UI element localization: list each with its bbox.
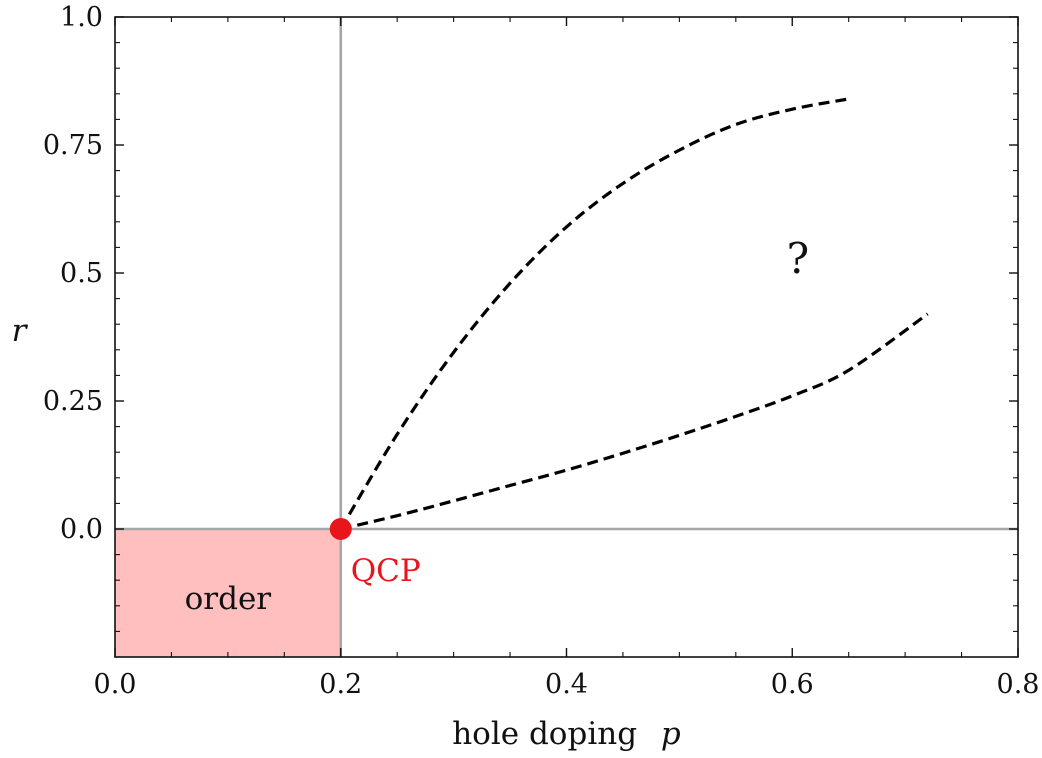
axis-ticks: [114, 16, 1019, 658]
axis-tick-labels: 0.0 0.2 0.4 0.6 0.8 0.0 0.25 0.5 0.75 1.0: [43, 2, 1040, 700]
order-region: [115, 529, 341, 657]
dashed-curve-1: [339, 97, 849, 530]
qcp-point: [329, 518, 352, 540]
y-tick-label: 0.5: [60, 258, 103, 289]
y-tick-label: 0.25: [43, 386, 103, 417]
y-tick-label: 0.75: [43, 130, 103, 161]
order-label: order: [185, 581, 272, 617]
x-axis-label-text: hole doping: [452, 716, 637, 752]
plot-content: QCP order?: [115, 17, 1018, 657]
y-tick-label: 0.0: [60, 514, 103, 545]
question-mark-annotation: ?: [787, 234, 810, 283]
x-tick-label: 0.2: [319, 669, 362, 700]
x-tick-label: 0.0: [94, 669, 137, 700]
y-tick-label: 1.0: [60, 2, 103, 33]
qcp-label: QCP: [351, 553, 421, 589]
x-tick-label: 0.6: [771, 669, 814, 700]
x-tick-label: 0.4: [545, 669, 588, 700]
x-tick-label: 0.8: [997, 669, 1040, 700]
x-axis-label: hole doping p: [452, 716, 681, 752]
dashed-curve-2: [340, 312, 929, 531]
y-axis-label: r: [12, 313, 29, 349]
x-axis-label-symbol: p: [661, 716, 681, 752]
